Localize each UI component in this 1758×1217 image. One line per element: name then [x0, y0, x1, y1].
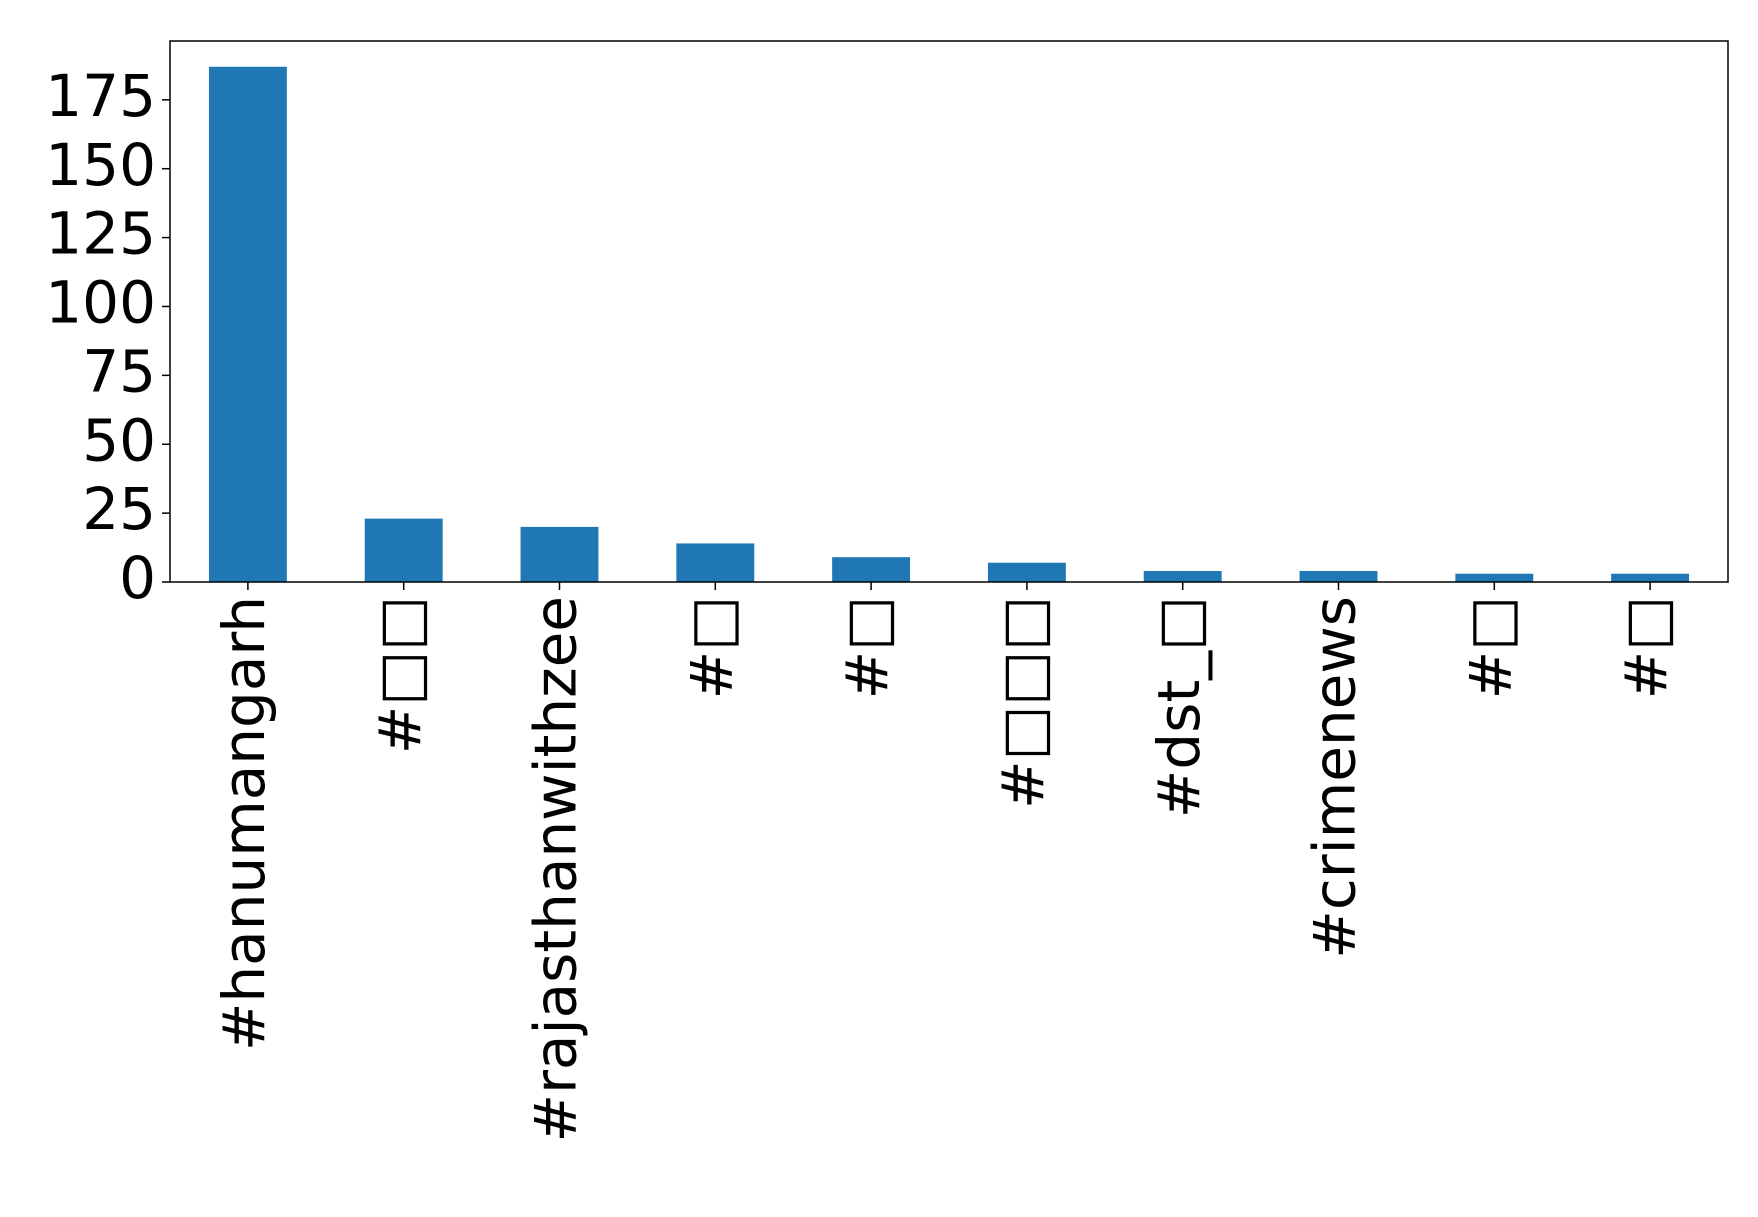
y-tick-label: 25	[82, 475, 156, 543]
x-tick-label: #rajasthanwithzee	[522, 596, 590, 1143]
y-tick-label: 75	[82, 337, 156, 405]
bar	[520, 526, 599, 582]
y-tick-label: 125	[45, 200, 156, 268]
y-tick-label: 175	[45, 62, 156, 130]
x-tick-label: #hanumangarh	[210, 596, 278, 1051]
bar	[364, 518, 443, 582]
y-tick-label: 50	[82, 406, 156, 474]
y-tick-label: 0	[119, 544, 156, 612]
y-tick-label: 150	[45, 131, 156, 199]
bar	[676, 543, 755, 582]
bar	[1299, 570, 1378, 582]
x-tick-label: #□□	[366, 596, 434, 754]
x-tick-label: #dst_□	[1145, 596, 1213, 818]
bar	[1455, 573, 1534, 582]
bar	[987, 562, 1066, 582]
x-tick-label: #crimenews	[1301, 596, 1369, 959]
bar	[208, 66, 287, 582]
y-tick-label: 100	[45, 269, 156, 337]
bar	[1143, 570, 1222, 582]
bar	[1611, 573, 1690, 582]
x-tick-label: #□	[1456, 596, 1524, 699]
x-tick-label: #□	[677, 596, 745, 699]
plot-frame	[169, 40, 1729, 583]
bar	[832, 557, 911, 582]
x-tick-label: #□□□	[989, 596, 1057, 809]
x-tick-label: #□	[1612, 596, 1680, 699]
x-tick-label: #□	[833, 596, 901, 699]
